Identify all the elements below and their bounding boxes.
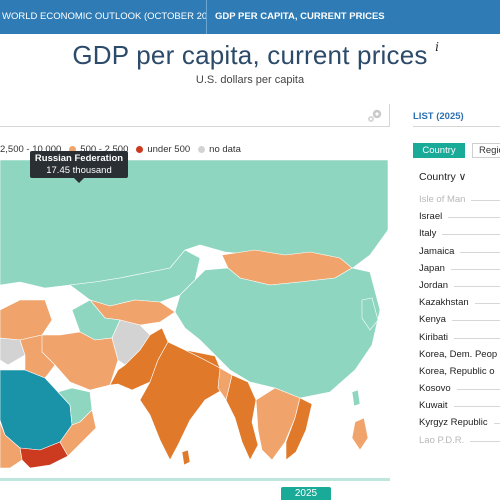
- country-list: Isle of Man Israel Italy Jamaica Japan Jordan…: [419, 191, 500, 449]
- list-item[interactable]: Japan: [419, 260, 500, 277]
- map-region-vietnam[interactable]: [285, 397, 313, 461]
- map-region-indochina[interactable]: [255, 387, 301, 461]
- map-region-africa-edge[interactable]: [0, 421, 23, 468]
- list-item-label: Jamaica: [419, 245, 455, 257]
- legend-label-no-data[interactable]: no data: [209, 143, 241, 155]
- list-item-leader: [453, 406, 500, 408]
- breadcrumb-weo[interactable]: WORLD ECONOMIC OUTLOOK (OCTOBER 2025): [2, 11, 206, 22]
- map-region-caucasus[interactable]: [0, 299, 53, 341]
- list-item-label: Isle of Man: [419, 194, 466, 205]
- list-item[interactable]: Lao P.D.R.: [419, 432, 500, 449]
- list-item-label: Lao P.D.R.: [419, 434, 465, 446]
- timeline-slider[interactable]: [0, 468, 390, 500]
- list-item-label: Kazakhstan: [419, 297, 469, 309]
- tab-region[interactable]: Regio: [472, 143, 500, 158]
- map-tooltip: Russian Federation 17.45 thousand: [30, 151, 128, 183]
- list-item[interactable]: Kenya: [419, 311, 500, 328]
- legend-dot-mid: [69, 145, 77, 153]
- list-item-label: Kenya: [419, 314, 446, 326]
- map-region-philippines[interactable]: [351, 417, 369, 451]
- legend-label-high: 2,500 - 10,000: [0, 143, 62, 155]
- tab-country[interactable]: Country: [413, 143, 465, 158]
- list-item[interactable]: Jamaica: [419, 243, 500, 260]
- page-subtitle: U.S. dollars per capita: [195, 74, 305, 86]
- breadcrumb-separator: [206, 0, 207, 34]
- list-item[interactable]: Kiribati: [419, 329, 500, 346]
- list-panel-rule: [413, 126, 500, 127]
- tooltip-country: Russian Federation: [34, 153, 124, 164]
- list-item-label: Kosovo: [419, 383, 451, 395]
- map-region-yemen[interactable]: [19, 441, 69, 468]
- legend-dot-low: [136, 145, 144, 153]
- list-item[interactable]: Kyrgyz Republic: [419, 414, 500, 431]
- list-item-label: Kuwait: [419, 400, 448, 412]
- map-header-rule: [0, 126, 390, 127]
- list-item-leader: [442, 234, 500, 236]
- list-item-leader: [450, 268, 500, 270]
- list-item[interactable]: Israel: [419, 208, 500, 225]
- map-region-india[interactable]: [139, 341, 233, 461]
- map-persian-gulf: [45, 365, 90, 392]
- top-bar: WORLD ECONOMIC OUTLOOK (OCTOBER 2025) GD…: [0, 0, 500, 34]
- page-title: GDP per capita, current prices: [72, 40, 428, 70]
- list-item-leader: [460, 251, 500, 253]
- map-region-korea[interactable]: [361, 297, 379, 331]
- list-item-leader: [471, 200, 500, 201]
- map-region-myanmar[interactable]: [225, 374, 259, 461]
- list-item[interactable]: Korea, Dem. Peop: [419, 346, 500, 363]
- list-item[interactable]: Jordan: [419, 277, 500, 294]
- timeline-year-handle[interactable]: 2025: [281, 487, 331, 500]
- list-item-leader: [474, 303, 500, 305]
- list-panel-title: LIST (2025): [413, 111, 464, 122]
- tooltip-value: 17.45 thousand: [46, 165, 112, 176]
- list-item-label: Korea, Dem. Peop: [419, 348, 498, 360]
- list-item-label: Israel: [419, 211, 443, 223]
- list-item-label: Kyrgyz Republic: [419, 417, 488, 429]
- list-item-leader: [454, 285, 500, 287]
- list-item[interactable]: Kuwait: [419, 397, 500, 414]
- map-legend: 2,500 - 10,000 500 - 2,500 under 500 no …: [0, 142, 241, 156]
- map-region-syria[interactable]: [0, 337, 26, 366]
- list-item-leader: [451, 320, 500, 322]
- legend-item-high[interactable]: 2,500 - 10,000: [0, 144, 61, 155]
- list-item-leader: [454, 337, 500, 339]
- list-item[interactable]: Korea, Republic o: [419, 363, 500, 380]
- legend-label-low[interactable]: under 500: [147, 143, 191, 155]
- legend-label-mid[interactable]: 500 - 2,500: [80, 143, 129, 155]
- map-region-china[interactable]: [174, 267, 381, 399]
- list-item-leader: [493, 423, 500, 425]
- info-icon[interactable]: i: [435, 40, 439, 54]
- settings-gear-icon[interactable]: [366, 108, 384, 124]
- list-item-leader: [470, 440, 500, 442]
- map-caspian-sea: [50, 290, 72, 335]
- breadcrumb-indicator[interactable]: GDP PER CAPITA, CURRENT PRICES: [215, 11, 385, 22]
- list-item-label: Italy: [419, 228, 437, 240]
- list-item-label: Jordan: [419, 279, 449, 291]
- list-item[interactable]: Kazakhstan: [419, 294, 500, 311]
- list-item-label: Japan: [419, 262, 445, 274]
- list-item-label: Kiribati: [419, 331, 449, 343]
- list-item[interactable]: Kosovo: [419, 380, 500, 397]
- map-region-sri-lanka[interactable]: [181, 449, 191, 466]
- map-region-bangladesh[interactable]: [217, 367, 233, 401]
- list-item-label: Korea, Republic o: [419, 365, 495, 377]
- map-header-divider: [389, 104, 390, 127]
- list-item[interactable]: Isle of Man: [419, 191, 500, 208]
- list-item-leader: [456, 389, 500, 391]
- timeline-track[interactable]: [0, 478, 390, 481]
- country-sort-dropdown[interactable]: Country ∨: [419, 171, 467, 183]
- map-region-taiwan[interactable]: [351, 389, 361, 407]
- map-region-oman[interactable]: [59, 409, 97, 457]
- list-item[interactable]: Italy: [419, 225, 500, 242]
- list-item-leader: [448, 217, 500, 219]
- world-map[interactable]: [0, 160, 388, 468]
- legend-dot-no-data: [198, 145, 206, 153]
